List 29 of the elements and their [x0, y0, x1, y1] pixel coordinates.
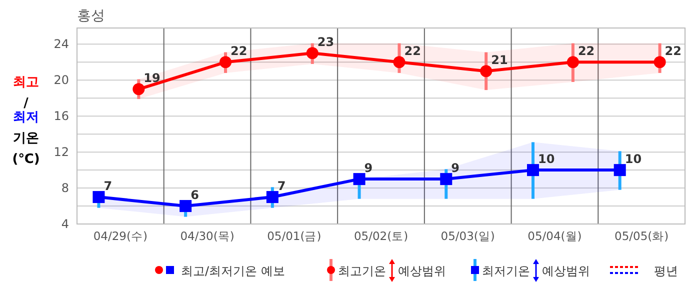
y-tick-label: 8	[61, 181, 69, 196]
x-tick-label: 04/30(목)	[180, 229, 234, 243]
y-tick-label: 24	[54, 37, 69, 52]
data-label: 22	[578, 44, 595, 58]
x-tick-label: 05/01(금)	[267, 229, 322, 243]
data-label: 21	[491, 53, 508, 68]
x-tick-label: 04/29(수)	[93, 229, 148, 243]
data-label: 22	[404, 44, 421, 58]
data-label: 19	[144, 71, 160, 86]
data-label: 6	[190, 188, 199, 202]
data-label: 9	[451, 161, 460, 176]
y-tick-label: 12	[54, 145, 69, 160]
chart-title: 홍성	[77, 8, 105, 24]
x-tick-label: 05/05(화)	[614, 229, 669, 243]
data-label: 9	[364, 161, 373, 176]
data-label: 22	[664, 44, 682, 58]
x-tick-label: 05/02(토)	[354, 229, 408, 243]
data-label: 23	[317, 35, 334, 50]
y-tick-label: 16	[54, 109, 69, 124]
y-tick-label: 20	[54, 73, 69, 88]
data-label: 22	[230, 44, 248, 58]
x-tick-label: 05/03(일)	[440, 229, 495, 243]
data-label: 7	[277, 179, 286, 194]
y-tick-label: 4	[61, 217, 69, 231]
data-label: 7	[104, 179, 112, 194]
y-axis-title: 최고/최저 기온 (℃)	[12, 75, 40, 167]
x-tick-label: 05/04(월)	[528, 229, 582, 243]
data-label: 10	[624, 152, 642, 166]
data-label: 10	[538, 152, 555, 166]
